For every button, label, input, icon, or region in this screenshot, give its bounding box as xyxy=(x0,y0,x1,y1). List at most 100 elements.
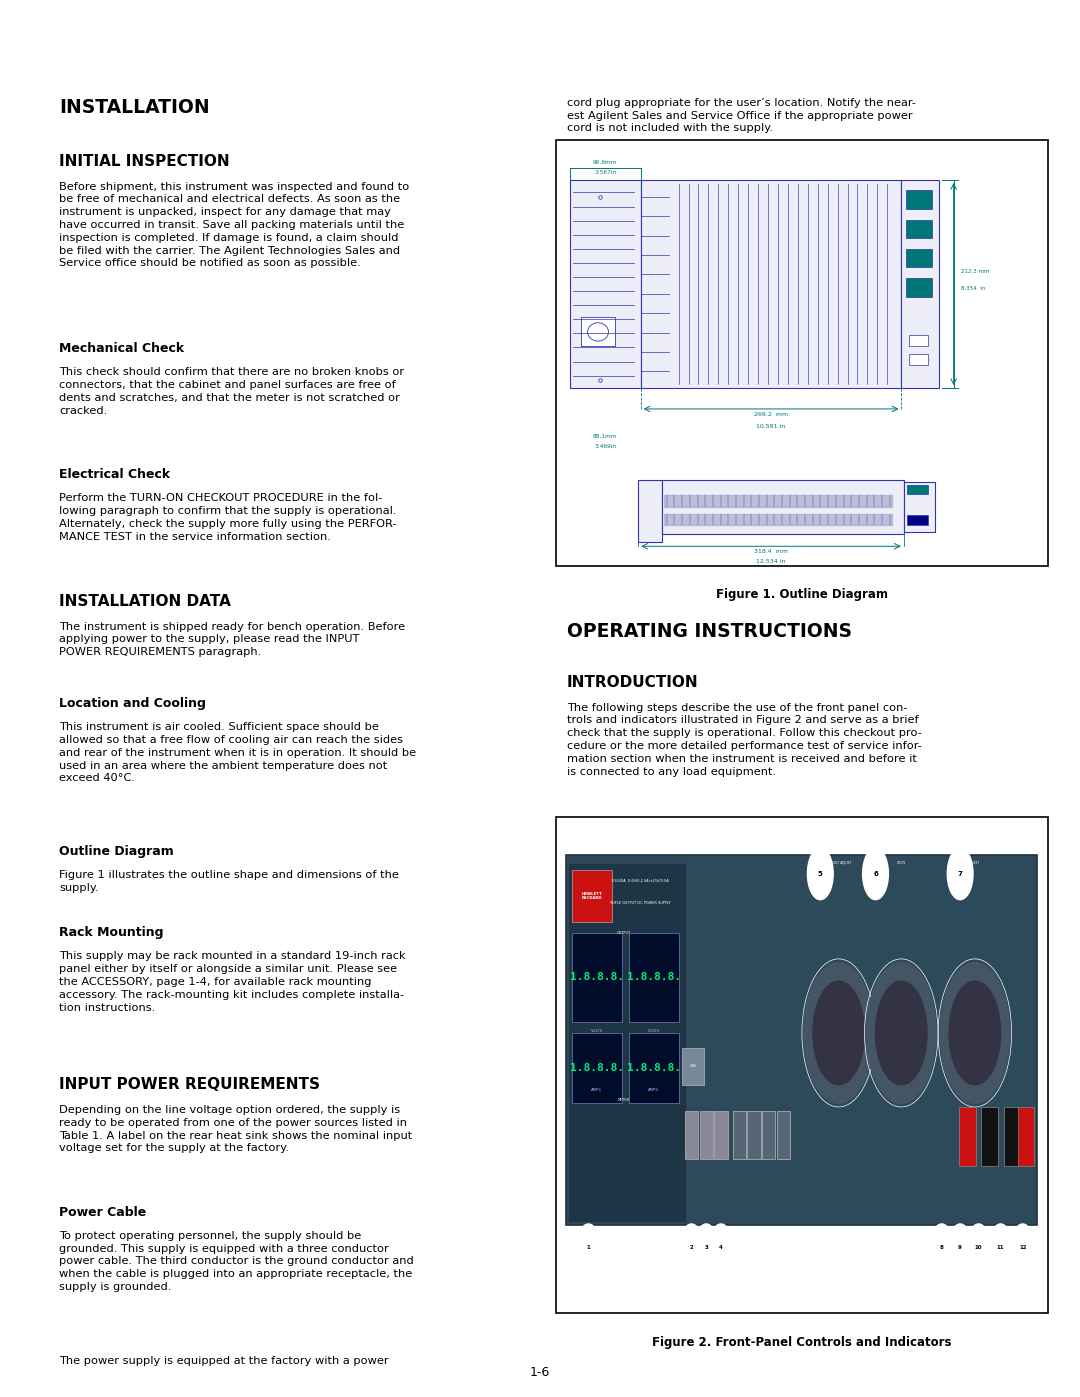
Text: 8: 8 xyxy=(940,1245,944,1250)
Text: VOLTS: VOLTS xyxy=(591,1028,603,1032)
Circle shape xyxy=(679,1224,703,1271)
Text: 1.8.8.8.: 1.8.8.8. xyxy=(570,972,624,982)
Text: Location and Cooling: Location and Cooling xyxy=(59,697,206,710)
Circle shape xyxy=(947,848,973,900)
Text: 10: 10 xyxy=(975,1245,983,1250)
Circle shape xyxy=(866,963,936,1104)
Circle shape xyxy=(577,1224,600,1271)
Text: cord plug appropriate for the user’s location. Notify the near-
est Agilent Sale: cord plug appropriate for the user’s loc… xyxy=(567,98,916,133)
Text: 11: 11 xyxy=(997,1245,1004,1250)
Circle shape xyxy=(940,963,1010,1104)
Bar xyxy=(959,1106,975,1166)
Text: This check should confirm that there are no broken knobs or
connectors, that the: This check should confirm that there are… xyxy=(59,367,405,416)
Text: Depending on the line voltage option ordered, the supply is
ready to be operated: Depending on the line voltage option ord… xyxy=(59,1105,413,1154)
Bar xyxy=(1003,1106,1020,1166)
Circle shape xyxy=(694,1224,718,1271)
Text: HEWLETT
PACKARD: HEWLETT PACKARD xyxy=(582,891,603,900)
Bar xyxy=(581,317,615,346)
Text: Outline Diagram: Outline Diagram xyxy=(59,845,174,858)
Bar xyxy=(747,1111,760,1160)
Text: LINE: LINE xyxy=(690,1065,697,1069)
Text: OPERATING INSTRUCTIONS: OPERATING INSTRUCTIONS xyxy=(567,622,852,641)
Text: This instrument is air cooled. Sufficient space should be
allowed so that a free: This instrument is air cooled. Sufficien… xyxy=(59,722,417,784)
Text: METER: METER xyxy=(618,1098,630,1102)
Circle shape xyxy=(710,1224,732,1271)
Bar xyxy=(572,870,612,922)
Text: 318.4  mm: 318.4 mm xyxy=(754,549,788,553)
Text: The power supply is equipped at the factory with a power: The power supply is equipped at the fact… xyxy=(59,1356,389,1366)
Bar xyxy=(568,863,686,1222)
Bar xyxy=(700,1111,713,1160)
Text: 4: 4 xyxy=(719,1245,723,1250)
Bar xyxy=(906,190,932,210)
Text: 1.8.8.8.: 1.8.8.8. xyxy=(626,1063,680,1073)
Text: 3.469in: 3.469in xyxy=(594,444,617,450)
Text: VC/VOLT ADJUST: VC/VOLT ADJUST xyxy=(826,861,851,865)
Text: To protect operating personnel, the supply should be
grounded. This supply is eq: To protect operating personnel, the supp… xyxy=(59,1231,414,1292)
Text: AMPS: AMPS xyxy=(648,1088,659,1092)
Bar xyxy=(907,515,929,525)
Bar xyxy=(762,1111,775,1160)
Text: 7: 7 xyxy=(958,870,962,877)
Bar xyxy=(906,249,932,267)
Text: 90.6mm: 90.6mm xyxy=(593,161,618,165)
Text: VOLTS: VOLTS xyxy=(896,861,906,865)
Circle shape xyxy=(808,848,833,900)
Text: Rack Mounting: Rack Mounting xyxy=(59,926,164,939)
Bar xyxy=(904,482,934,532)
Bar xyxy=(732,1111,746,1160)
Text: 8.354  in: 8.354 in xyxy=(961,286,985,291)
Bar xyxy=(629,933,678,1021)
Text: Perform the TURN-ON CHECKOUT PROCEDURE in the fol-
lowing paragraph to confirm t: Perform the TURN-ON CHECKOUT PROCEDURE i… xyxy=(59,493,397,542)
Bar xyxy=(685,1111,698,1160)
Text: E3630A  0-6V/0-2.5A/±15V/0.5A: E3630A 0-6V/0-2.5A/±15V/0.5A xyxy=(611,879,669,883)
Text: 12: 12 xyxy=(1018,1245,1026,1250)
Bar xyxy=(629,1032,678,1104)
Circle shape xyxy=(967,1224,990,1271)
Text: 2: 2 xyxy=(690,1245,693,1250)
Text: OUTPUT: OUTPUT xyxy=(617,930,631,935)
Text: TRIPLE OUTPUT DC POWER SUPPLY: TRIPLE OUTPUT DC POWER SUPPLY xyxy=(609,901,671,905)
Circle shape xyxy=(949,981,1001,1084)
Bar xyxy=(640,180,902,388)
Text: Figure 1. Outline Diagram: Figure 1. Outline Diagram xyxy=(716,588,888,601)
Bar xyxy=(638,479,662,542)
Text: INPUT POWER REQUIREMENTS: INPUT POWER REQUIREMENTS xyxy=(59,1077,321,1092)
Text: INTRODUCTION: INTRODUCTION xyxy=(567,675,699,690)
Circle shape xyxy=(1011,1224,1035,1271)
Bar xyxy=(683,1048,704,1084)
Text: Power Cable: Power Cable xyxy=(59,1206,147,1218)
Bar xyxy=(1018,1106,1035,1166)
Text: INSTALLATION DATA: INSTALLATION DATA xyxy=(59,594,231,609)
Text: 3.567in: 3.567in xyxy=(594,170,617,175)
Text: 6: 6 xyxy=(873,870,878,877)
Bar xyxy=(902,180,940,388)
Text: 212.3 mm: 212.3 mm xyxy=(961,270,989,274)
Circle shape xyxy=(948,1224,972,1271)
Text: 269.2  mm: 269.2 mm xyxy=(754,412,788,418)
Text: Figure 1 illustrates the outline shape and dimensions of the
supply.: Figure 1 illustrates the outline shape a… xyxy=(59,870,400,893)
Bar xyxy=(566,855,1038,1225)
Text: 1.8.8.8.: 1.8.8.8. xyxy=(570,1063,624,1073)
Text: Figure 2. Front-Panel Controls and Indicators: Figure 2. Front-Panel Controls and Indic… xyxy=(652,1336,951,1348)
Text: The following steps describe the use of the front panel con-
trols and indicator: The following steps describe the use of … xyxy=(567,703,922,777)
Bar xyxy=(662,479,904,534)
Bar xyxy=(556,817,1048,1313)
Bar xyxy=(556,140,1048,566)
Bar xyxy=(908,353,928,365)
Bar xyxy=(714,1111,728,1160)
Text: 5: 5 xyxy=(818,870,823,877)
Text: 1: 1 xyxy=(586,1245,591,1250)
Bar xyxy=(777,1111,791,1160)
Circle shape xyxy=(989,1224,1012,1271)
Bar xyxy=(569,180,640,388)
Bar xyxy=(982,1106,998,1166)
Text: 88.1mm: 88.1mm xyxy=(593,434,618,439)
Text: 3: 3 xyxy=(704,1245,708,1250)
Text: INITIAL INSPECTION: INITIAL INSPECTION xyxy=(59,154,230,169)
Text: Before shipment, this instrument was inspected and found to
be free of mechanica: Before shipment, this instrument was ins… xyxy=(59,182,409,268)
Bar xyxy=(572,1032,622,1104)
Bar xyxy=(906,278,932,296)
Text: 12.534 in: 12.534 in xyxy=(756,559,786,564)
Text: 1-6: 1-6 xyxy=(530,1366,550,1379)
